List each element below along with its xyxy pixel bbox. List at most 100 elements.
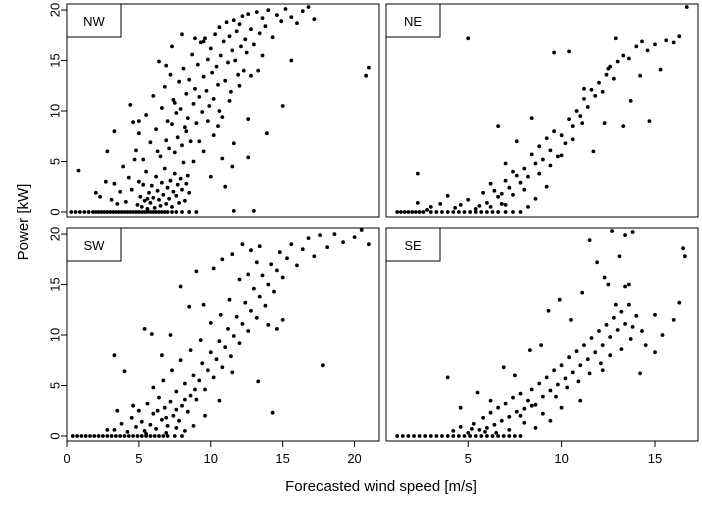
data-point-nw-100 bbox=[162, 84, 167, 89]
data-point-nw-137 bbox=[216, 82, 220, 87]
data-point-se-35 bbox=[507, 414, 512, 419]
data-point-se-52 bbox=[570, 370, 575, 375]
panel-label-ne: NE bbox=[404, 14, 422, 29]
data-point-ne-18 bbox=[479, 210, 484, 214]
data-point-nw-95 bbox=[151, 94, 156, 98]
y-tick-label-sw-20: 20 bbox=[48, 227, 63, 241]
data-point-nw-180 bbox=[211, 133, 216, 138]
data-point-sw-69 bbox=[249, 308, 253, 313]
data-point-nw-175 bbox=[164, 63, 169, 68]
data-point-nw-107 bbox=[172, 150, 177, 155]
data-point-sw-142 bbox=[183, 397, 187, 402]
data-point-se-98 bbox=[623, 284, 627, 289]
data-point-sw-29 bbox=[134, 425, 138, 429]
data-point-sw-27 bbox=[125, 430, 130, 434]
data-point-se-53 bbox=[574, 349, 579, 354]
data-point-sw-30 bbox=[137, 408, 141, 413]
data-point-se-40 bbox=[526, 398, 530, 403]
data-point-nw-176 bbox=[170, 44, 174, 49]
data-point-ne-49 bbox=[537, 144, 542, 149]
data-point-nw-67 bbox=[158, 204, 163, 208]
data-point-sw-88 bbox=[325, 245, 330, 250]
y-tick-label-nw-15: 15 bbox=[48, 53, 63, 67]
data-point-ne-21 bbox=[496, 210, 500, 214]
data-point-se-12 bbox=[462, 434, 467, 438]
data-point-ne-84 bbox=[496, 124, 500, 128]
panel-frame-ne bbox=[385, 3, 699, 218]
data-point-sw-107 bbox=[230, 252, 235, 257]
data-point-nw-54 bbox=[139, 205, 144, 209]
data-point-se-15 bbox=[479, 434, 484, 438]
data-point-se-2 bbox=[406, 434, 411, 438]
data-point-nw-15 bbox=[119, 210, 124, 214]
data-point-nw-25 bbox=[148, 210, 153, 214]
data-point-ne-90 bbox=[567, 49, 571, 54]
data-point-sw-115 bbox=[270, 410, 275, 415]
data-point-nw-0 bbox=[69, 210, 74, 214]
data-point-nw-76 bbox=[171, 189, 176, 194]
data-point-se-49 bbox=[559, 363, 564, 368]
data-point-sw-37 bbox=[157, 395, 161, 400]
data-point-nw-198 bbox=[184, 129, 189, 134]
data-point-ne-53 bbox=[552, 129, 556, 134]
data-point-se-14 bbox=[473, 434, 478, 438]
data-point-se-16 bbox=[485, 434, 489, 438]
data-point-nw-73 bbox=[167, 196, 172, 201]
data-point-sw-63 bbox=[231, 334, 236, 338]
data-point-se-111 bbox=[518, 413, 523, 418]
data-point-sw-13 bbox=[126, 434, 131, 438]
data-point-ne-5 bbox=[414, 210, 418, 214]
data-point-nw-97 bbox=[157, 59, 161, 64]
data-point-nw-28 bbox=[157, 210, 161, 214]
data-point-se-11 bbox=[457, 434, 461, 438]
data-point-se-105 bbox=[533, 426, 538, 430]
data-point-se-39 bbox=[522, 406, 527, 411]
data-point-sw-35 bbox=[151, 411, 156, 416]
data-point-nw-142 bbox=[223, 78, 228, 83]
data-point-nw-34 bbox=[180, 210, 184, 214]
data-point-se-10 bbox=[451, 434, 456, 438]
data-point-nw-186 bbox=[280, 104, 285, 108]
data-point-ne-80 bbox=[677, 34, 682, 39]
data-point-nw-169 bbox=[283, 7, 288, 11]
data-point-se-76 bbox=[445, 375, 450, 380]
y-tick-label-nw-20: 20 bbox=[48, 3, 63, 17]
data-point-nw-46 bbox=[121, 164, 125, 169]
data-point-nw-210 bbox=[223, 184, 228, 189]
data-point-se-84 bbox=[546, 308, 551, 313]
data-point-nw-24 bbox=[145, 210, 150, 214]
data-point-nw-62 bbox=[151, 195, 156, 200]
data-point-sw-100 bbox=[168, 333, 173, 337]
data-point-nw-19 bbox=[131, 210, 136, 214]
data-point-sw-121 bbox=[183, 429, 187, 433]
data-point-se-92 bbox=[617, 254, 622, 259]
data-point-nw-146 bbox=[229, 89, 233, 94]
data-point-nw-12 bbox=[111, 210, 115, 214]
data-point-ne-0 bbox=[395, 210, 400, 214]
data-point-sw-120 bbox=[191, 424, 196, 428]
data-point-sw-14 bbox=[131, 434, 136, 438]
data-point-nw-168 bbox=[279, 19, 284, 24]
data-point-nw-99 bbox=[160, 106, 164, 110]
data-point-ne-50 bbox=[541, 157, 545, 162]
data-point-nw-200 bbox=[206, 119, 210, 123]
data-point-sw-101 bbox=[178, 284, 183, 289]
data-point-ne-16 bbox=[468, 210, 472, 214]
data-point-nw-181 bbox=[220, 156, 225, 161]
data-point-nw-177 bbox=[180, 32, 184, 37]
data-point-sw-91 bbox=[352, 235, 357, 240]
data-point-nw-43 bbox=[112, 181, 117, 186]
data-point-nw-150 bbox=[234, 29, 239, 34]
panel-label-box-sw bbox=[66, 227, 122, 262]
data-point-nw-119 bbox=[190, 52, 195, 57]
data-point-ne-41 bbox=[507, 185, 512, 190]
y-tick-label-nw-10: 10 bbox=[48, 104, 63, 118]
data-point-nw-29 bbox=[160, 210, 164, 214]
data-point-sw-62 bbox=[229, 354, 233, 359]
data-point-se-123 bbox=[653, 312, 657, 317]
data-point-nw-66 bbox=[157, 197, 161, 202]
data-point-sw-72 bbox=[257, 294, 262, 299]
data-point-nw-122 bbox=[194, 121, 199, 125]
data-point-nw-128 bbox=[203, 36, 207, 41]
data-point-se-4 bbox=[417, 434, 422, 438]
